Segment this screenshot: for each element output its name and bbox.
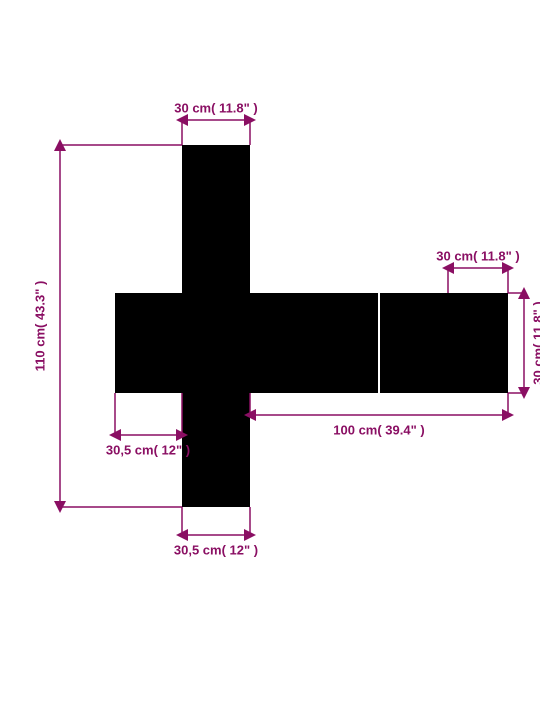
label-right-depth: 30 cm( 11.8" ) bbox=[436, 249, 520, 264]
label-top-width: 30 cm( 11.8" ) bbox=[174, 101, 258, 116]
shape-tall-cabinet bbox=[182, 145, 250, 507]
label-height-total: 110 cm( 43.3" ) bbox=[33, 281, 48, 372]
shape-right-a bbox=[250, 293, 378, 393]
shape-left-cube bbox=[115, 293, 182, 393]
label-right-width: 100 cm( 39.4" ) bbox=[333, 423, 424, 438]
diagram-canvas: 110 cm( 43.3" ) 30 cm( 11.8" ) 30 cm( 11… bbox=[0, 0, 540, 720]
shape-right-b bbox=[380, 293, 508, 393]
label-bottom-depth: 30,5 cm( 12" ) bbox=[174, 543, 258, 558]
label-right-height: 30 cm( 11.8" ) bbox=[531, 301, 540, 385]
label-left-depth: 30,5 cm( 12" ) bbox=[106, 443, 190, 458]
